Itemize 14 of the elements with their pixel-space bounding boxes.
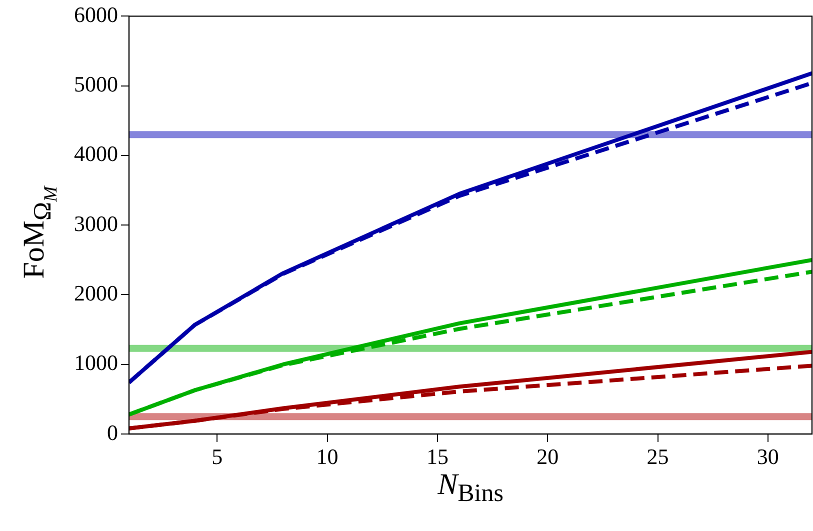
y-tick-label: 3000 (74, 210, 118, 236)
y-tick-label: 6000 (74, 2, 118, 27)
y-tick-label: 5000 (74, 72, 118, 97)
x-tick-label: 25 (646, 444, 669, 469)
y-tick-label: 0 (107, 420, 118, 445)
x-tick-label: 10 (316, 444, 338, 469)
x-tick-label: 15 (426, 444, 448, 469)
x-tick-label: 30 (756, 444, 779, 469)
y-tick-label: 1000 (74, 350, 118, 376)
y-tick-label: 2000 (74, 280, 118, 306)
x-tick-label: 20 (536, 444, 559, 469)
y-tick-label: 4000 (74, 141, 118, 166)
x-axis-title: N$_{Bins}$ (438, 468, 504, 507)
x-tick-label: 5 (212, 444, 223, 469)
